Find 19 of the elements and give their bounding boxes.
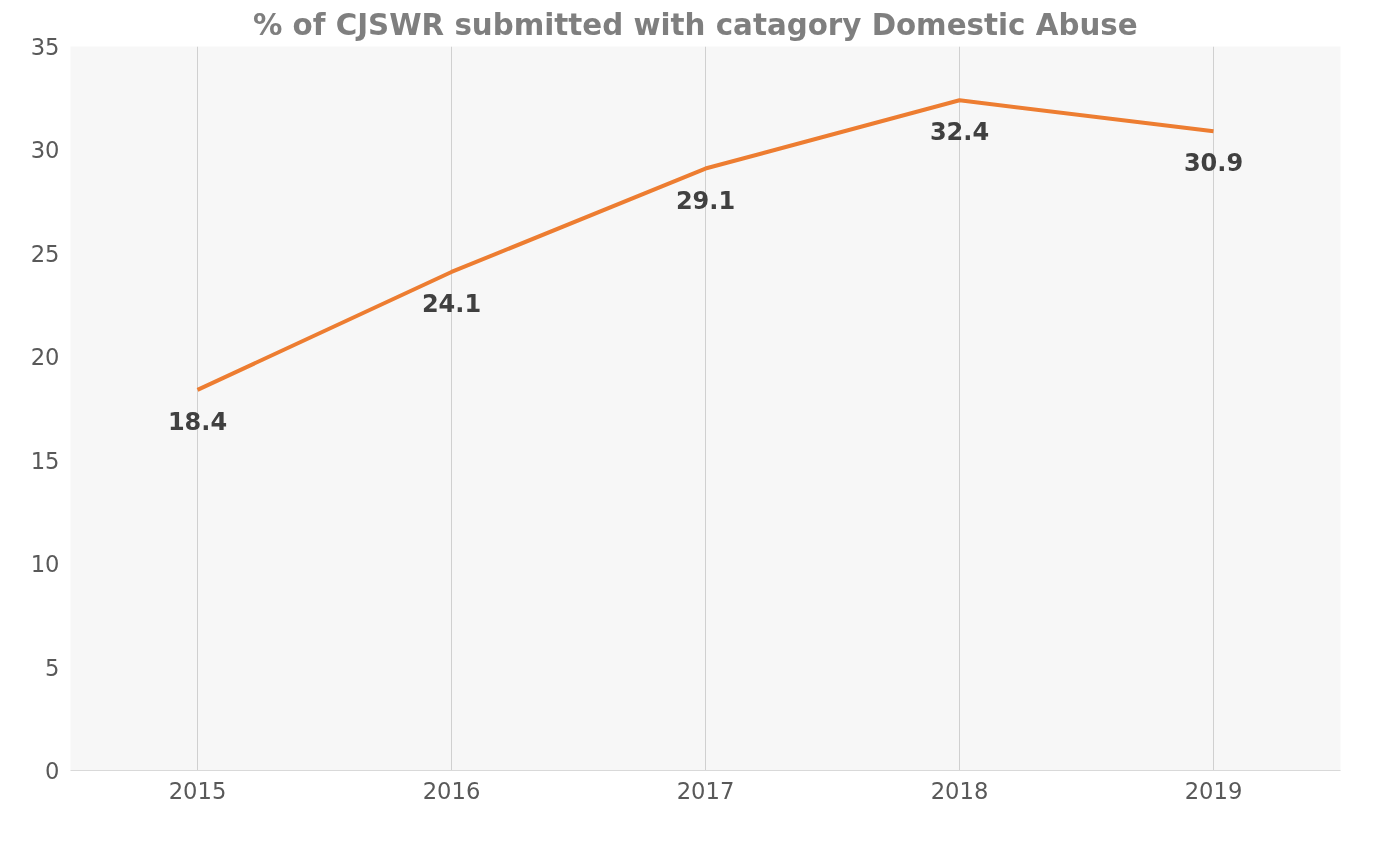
y-tick-label: 15 [30,447,60,474]
data-label: 18.4 [167,407,228,436]
chart-title: % of CJSWR submitted with catagory Domestic Abuse [252,7,1138,42]
data-label: 32.4 [929,118,990,147]
y-tick-label: 25 [30,240,60,267]
y-tick-label: 10 [30,551,60,578]
x-tick-label: 2017 [676,777,735,804]
y-tick-label: 35 [30,34,60,60]
x-tick-label: 2015 [168,777,227,804]
data-label: 24.1 [421,289,482,318]
y-tick-label: 30 [30,137,60,164]
y-tick-label: 0 [45,758,60,784]
y-tick-label: 5 [45,654,60,681]
x-tick-label: 2016 [422,777,481,804]
data-label: 29.1 [675,186,736,215]
data-label: 30.9 [1183,149,1244,178]
y-tick-label: 20 [30,344,60,371]
x-tick-label: 2019 [1184,777,1243,804]
x-tick-label: 2018 [930,777,989,804]
